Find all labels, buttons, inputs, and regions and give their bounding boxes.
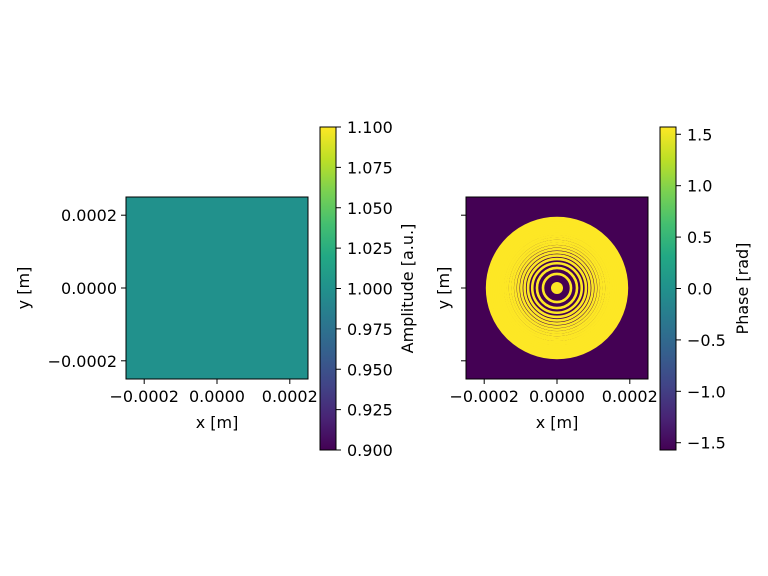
phase-ring (501, 232, 613, 344)
colorbar-tick-label: 1.0 (687, 177, 712, 196)
colorbar-tick-label: 0.925 (347, 401, 393, 420)
colorbar-tick-label: 1.5 (687, 125, 712, 144)
phase-ring (506, 237, 608, 339)
colorbar-label: Amplitude [a.u.] (398, 224, 417, 354)
phase-ring (523, 254, 591, 322)
phase-image (466, 197, 648, 379)
phase-ring (530, 261, 584, 315)
colorbar-tick-label: 0.900 (347, 441, 393, 460)
phase-ring (508, 239, 606, 337)
colorbar-tick-label: 1.000 (347, 280, 393, 299)
x-tick-label: 0.0000 (189, 387, 245, 406)
phase-ring (516, 247, 598, 329)
phase-ring (497, 228, 617, 348)
phase-ring (495, 226, 619, 350)
y-tick-label: −0.0002 (48, 352, 117, 371)
colorbar-tick-label: 1.100 (347, 118, 393, 137)
phase-ring (526, 257, 588, 319)
phase-ring (491, 222, 623, 354)
phase-ring (503, 234, 611, 342)
panel-phase: −0.0002 0.0000 0.0002 x [m] y [m] −1.5 −1.0 −0.… (434, 125, 752, 452)
phase-ring (535, 266, 579, 310)
x-tick-label: −0.0002 (450, 387, 519, 406)
colorbar-tick-label: 0.950 (347, 360, 393, 379)
phase-ring (499, 230, 615, 346)
y-axis-label: y [m] (434, 267, 453, 310)
x-tick-label: 0.0000 (529, 387, 585, 406)
x-axis-label: x [m] (536, 413, 579, 432)
colorbar-tick-label: 1.075 (347, 158, 393, 177)
colorbar (319, 126, 337, 451)
colorbar-tick-label: 0.5 (687, 228, 712, 247)
panel-amplitude: −0.0002 0.0000 0.0002 −0.0002 0.0000 0.0002 x … (14, 118, 417, 460)
phase-central-disk (550, 281, 564, 295)
phase-ring (493, 224, 621, 352)
phase-ring (541, 272, 573, 304)
x-tick-label: −0.0002 (110, 387, 179, 406)
colorbar-label: Phase [rad] (733, 243, 752, 335)
x-tick-label: 0.0002 (262, 387, 318, 406)
colorbar-tick-label: 1.025 (347, 239, 393, 258)
phase-ring (511, 242, 603, 334)
colorbar-tick-label: 0.975 (347, 320, 393, 339)
x-tick-label: 0.0002 (602, 387, 658, 406)
phase-ring (520, 251, 594, 325)
x-axis-label: x [m] (196, 413, 239, 432)
colorbar-tick-label: 1.050 (347, 199, 393, 218)
colorbar-tick-label: 0.0 (687, 280, 712, 299)
colorbar (659, 126, 677, 451)
y-axis-label: y [m] (14, 267, 33, 310)
colorbar-tick-label: −1.5 (687, 434, 726, 453)
phase-ring (514, 245, 600, 331)
y-tick-label: 0.0002 (61, 206, 117, 225)
phase-ring (485, 216, 629, 360)
colorbar-tick-label: −1.0 (687, 382, 726, 401)
phase-ring (489, 220, 625, 356)
amplitude-image (126, 197, 308, 379)
colorbar-tick-label: −0.5 (687, 331, 726, 350)
y-tick-label: 0.0000 (61, 279, 117, 298)
phase-ring (487, 218, 627, 358)
